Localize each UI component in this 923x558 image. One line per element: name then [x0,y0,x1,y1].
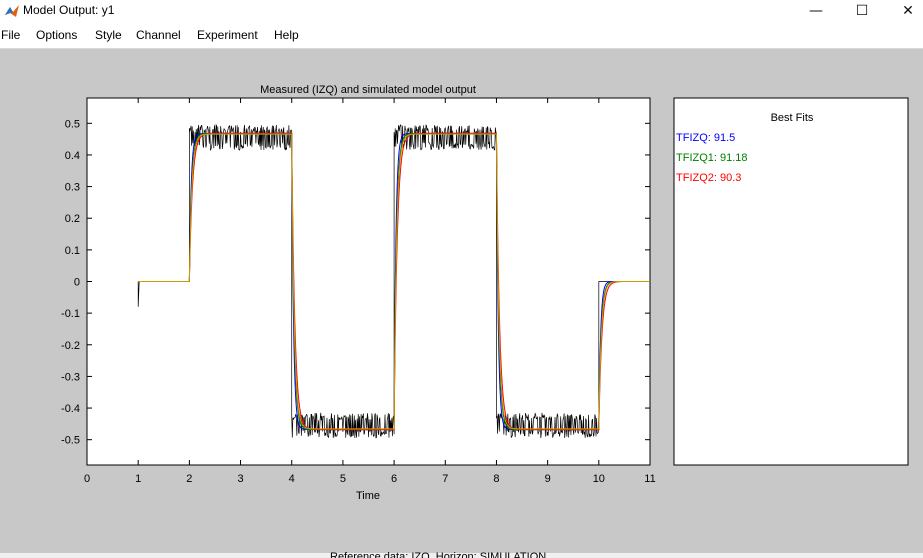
menu-options[interactable]: Options [36,28,78,42]
figure-canvas: Measured (IZQ) and simulated model outpu… [0,49,923,558]
minimize-button[interactable]: — [793,0,839,22]
x-tick-label: 11 [644,473,655,485]
x-tick-label: 7 [442,473,448,485]
model-series [138,133,650,430]
axis-ticks: 0 1 2 3 4 5 6 7 8 9 10 11 0.5 0.4 0.3 0.2 0.1 0 -0.1 -0.2 -0… [61,98,656,485]
x-tick-label: 4 [289,473,295,485]
legend-entry-tfizq2[interactable]: TFIZQ2: 90.3 [676,172,741,184]
menu-style[interactable]: Style [95,28,122,42]
x-tick-label: 1 [135,473,141,485]
y-tick-label: -0.4 [61,403,80,415]
reference-data-text: Reference data: IZQ. Horizon: SIMULATION [330,551,547,558]
y-tick-label: 0.4 [65,150,80,162]
close-icon: ✕ [902,3,914,19]
y-tick-label: -0.3 [61,371,80,383]
legend-entry-tfizq1[interactable]: TFIZQ1: 91.18 [676,152,748,164]
best-fits-panel [673,97,909,466]
menu-bar: File Options Style Channel Experiment He… [0,22,923,49]
y-tick-label: 0.5 [65,118,80,130]
menu-help[interactable]: Help [274,28,299,42]
window-title: Model Output: y1 [23,3,115,17]
window-title-bar: Model Output: y1 — ☐ ✕ [0,0,923,22]
chart-title: Measured (IZQ) and simulated model outpu… [260,84,476,96]
x-tick-label: 5 [340,473,346,485]
series-layer [137,123,650,439]
y-tick-label: -0.1 [61,308,80,320]
matlab-icon [5,5,19,17]
x-tick-label: 10 [593,473,605,485]
best-fits-title: Best Fits [771,112,814,124]
maximize-button[interactable]: ☐ [839,0,885,22]
bottom-strip [0,553,923,558]
y-tick-label: 0.1 [65,245,80,257]
menu-experiment[interactable]: Experiment [197,28,258,42]
y-tick-label: -0.5 [61,435,80,447]
y-tick-label: 0.3 [65,182,80,194]
x-tick-label: 8 [493,473,499,485]
menu-file[interactable]: File [1,28,21,42]
model-series [138,132,650,431]
maximize-icon: ☐ [855,3,869,19]
y-tick-label: 0.2 [65,213,80,225]
x-tick-label: 0 [84,473,90,485]
x-axis-label: Time [356,490,380,502]
y-tick-label: 0 [74,277,80,289]
close-button[interactable]: ✕ [885,0,923,22]
menu-channel[interactable]: Channel [136,28,181,42]
x-tick-label: 6 [391,473,397,485]
legend-entry-tfizq[interactable]: TFIZQ: 91.5 [676,132,735,144]
x-tick-label: 9 [545,473,551,485]
x-tick-label: 3 [237,473,243,485]
x-tick-label: 2 [186,473,192,485]
minimize-icon: — [809,3,823,19]
y-tick-label: -0.2 [61,340,80,352]
